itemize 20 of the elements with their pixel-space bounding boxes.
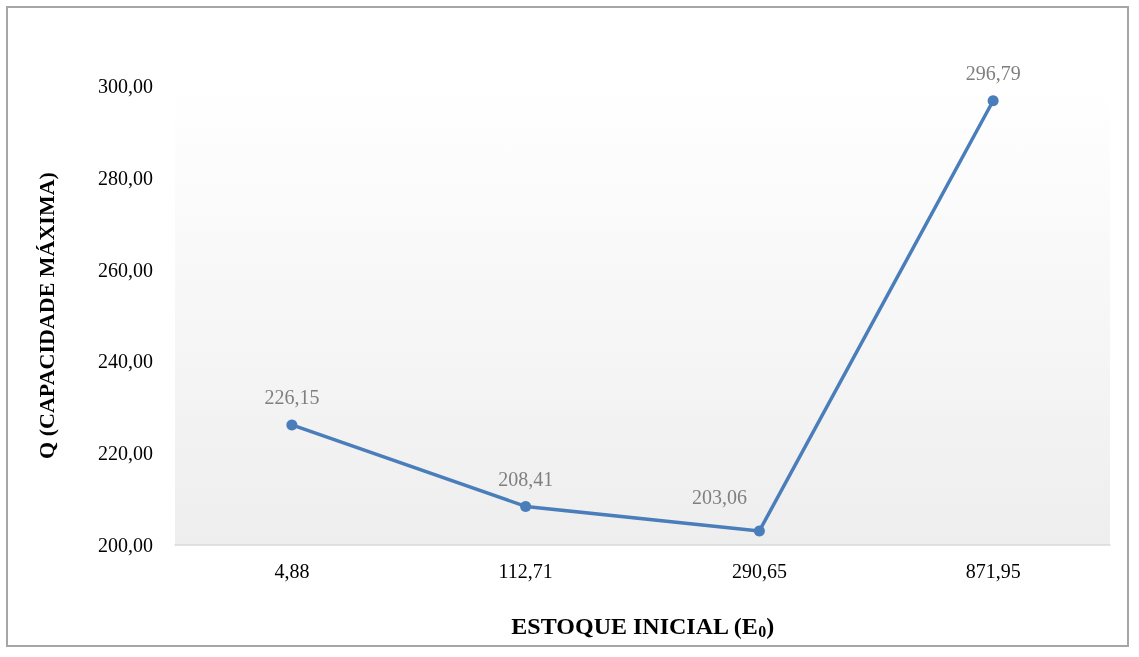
x-tick-label: 112,71 — [498, 560, 553, 582]
y-axis-title: Q (CAPACIDADE MÁXIMA) — [33, 172, 59, 459]
point — [987, 95, 999, 107]
point — [520, 500, 532, 512]
data-label: 226,15 — [264, 386, 320, 409]
y-tick-label: 240,00 — [98, 350, 153, 373]
y-tick-label: 220,00 — [98, 442, 153, 465]
data-label: 208,41 — [498, 467, 554, 490]
x-tick-label: 290,65 — [731, 560, 787, 582]
data-label: 203,06 — [691, 486, 747, 509]
data-label: 296,79 — [965, 62, 1021, 85]
y-tick-label: 300,00 — [98, 75, 153, 97]
y-tick-label: 200,00 — [98, 534, 153, 556]
point — [753, 525, 765, 537]
x-tick-label: 4,88 — [274, 560, 310, 582]
x-axis-title: ESTOQUE INICIAL (E0) — [511, 613, 775, 640]
x-tick-label: 871,95 — [965, 560, 1021, 582]
point — [286, 419, 298, 431]
y-tick-label: 280,00 — [98, 166, 153, 189]
y-tick-label: 260,00 — [98, 258, 153, 281]
